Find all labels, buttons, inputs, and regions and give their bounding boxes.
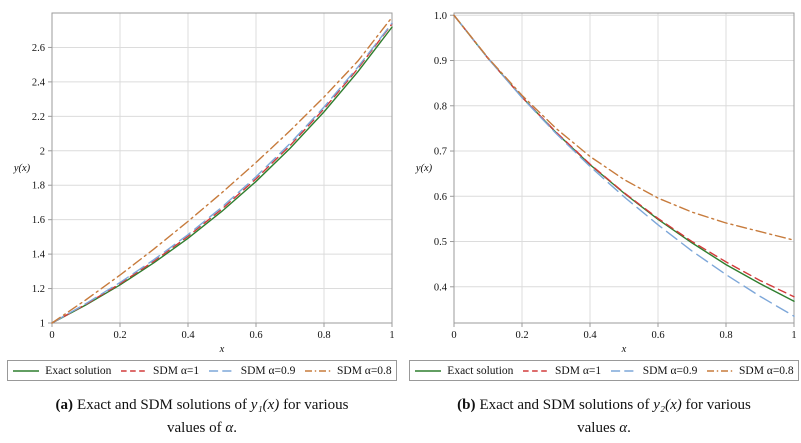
y-tick-label: 0.5	[434, 237, 447, 248]
legend-item: SDM α=0.9	[208, 364, 296, 377]
legend-item: SDM α=0.9	[610, 364, 698, 377]
x-tick-label: 1	[389, 330, 394, 341]
y-tick-label: 1.6	[32, 215, 45, 226]
subfigure-b: 0 0.2 0.4 0.6 0.8 1 0.4 0.5 0.6 0.7 0.8 0.9 1.0 x y(x)…	[408, 6, 800, 439]
legend-line-sample	[415, 369, 442, 372]
caption-b-text: Exact and SDM solutions of	[479, 397, 654, 413]
y-tick-label: 2.6	[32, 43, 45, 54]
series-line	[453, 14, 795, 241]
y-tick-label: 2.4	[32, 77, 46, 88]
caption-b-text4: .	[627, 419, 631, 436]
x-axis-label: x	[621, 344, 627, 355]
caption-a-line2: values of α.	[56, 417, 349, 440]
caption-a-variable: y₁(x)	[250, 397, 280, 413]
legend-a: Exact solution SDM α=1 SDM α=0.9 SDM α=0.8	[7, 360, 397, 381]
y-tick-label: 1.2	[32, 284, 45, 295]
caption-a-text2: for various	[279, 397, 349, 413]
x-tick-label: 0.6	[249, 330, 262, 341]
legend-item: SDM α=1	[522, 365, 601, 377]
legend-b: Exact solution SDM α=1 SDM α=0.9 SDM α=0.8	[409, 360, 799, 381]
x-tick-label: 0.6	[651, 330, 664, 341]
x-tick-label: 0.4	[583, 330, 597, 341]
legend-item: SDM α=0.8	[706, 365, 794, 377]
plot-border	[453, 12, 795, 324]
legend-label: SDM α=0.8	[739, 364, 794, 377]
caption-b-variable: y₂(x)	[653, 397, 682, 413]
chart-canvas: 0 0.2 0.4 0.6 0.8 1 0.4 0.5 0.6 0.7 0.8 0.9 1.0 x y(x)	[415, 11, 797, 355]
series-line	[453, 14, 795, 298]
plot-border	[51, 12, 393, 324]
legend-line-sample	[121, 369, 148, 372]
caption-a: (a) Exact and SDM solutions of y₁(x) for …	[56, 394, 349, 439]
y-tick-label: 1.0	[434, 11, 447, 22]
x-tick-label: 0.4	[181, 330, 195, 341]
y-tick-label: 0.4	[434, 282, 448, 293]
caption-a-text: Exact and SDM solutions of	[77, 397, 251, 413]
series-line	[51, 23, 393, 324]
y-tick-label: 0.6	[434, 192, 447, 203]
caption-b: (b) Exact and SDM solutions of y₂(x) for …	[457, 394, 751, 439]
caption-b-line1: (b) Exact and SDM solutions of y₂(x) for …	[457, 394, 751, 417]
series-line	[51, 26, 393, 324]
legend-label: SDM α=0.9	[642, 364, 698, 377]
y-tick-label: 2	[40, 146, 45, 157]
chart-y1: 0 0.2 0.4 0.6 0.8 1 1 1.2 1.4 1.6 1.8 2 2.2 2.4 2.6 x y(…	[6, 6, 398, 356]
caption-b-alpha: α	[619, 419, 628, 436]
legend-item: SDM α=0.8	[304, 365, 392, 377]
x-axis-label: x	[219, 344, 225, 355]
legend-line-sample	[13, 369, 40, 372]
caption-a-label: (a)	[55, 397, 74, 413]
legend-label: Exact solution	[45, 364, 112, 377]
caption-b-text3: values	[577, 419, 620, 436]
caption-a-text4: .	[233, 419, 237, 436]
subfigure-a: 0 0.2 0.4 0.6 0.8 1 1 1.2 1.4 1.6 1.8 2 2.2 2.4 2.6 x y(…	[6, 6, 398, 439]
y-tick-label: 1.8	[32, 181, 45, 192]
legend-item: Exact solution	[414, 365, 513, 377]
legend-line-sample	[305, 369, 331, 372]
legend-label: Exact solution	[447, 364, 514, 377]
legend-label: SDM α=1	[153, 364, 200, 377]
legend-line-sample	[523, 369, 550, 372]
chart-y2: 0 0.2 0.4 0.6 0.8 1 0.4 0.5 0.6 0.7 0.8 0.9 1.0 x y(x)	[408, 6, 800, 356]
chart-canvas: 0 0.2 0.4 0.6 0.8 1 1 1.2 1.4 1.6 1.8 2 2.2 2.4 2.6 x y(…	[13, 12, 395, 355]
caption-a-alpha: α	[225, 419, 234, 436]
legend-label: SDM α=0.8	[337, 364, 392, 377]
x-tick-label: 0	[451, 330, 456, 341]
series-line	[453, 14, 795, 317]
y-tick-label: 1	[40, 319, 45, 330]
y-tick-label: 0.8	[434, 101, 447, 112]
y-tick-label: 2.2	[32, 112, 45, 123]
legend-item: SDM α=1	[120, 365, 199, 377]
x-tick-label: 1	[791, 330, 796, 341]
caption-b-label: (b)	[457, 397, 476, 413]
series-line	[51, 16, 393, 324]
x-tick-label: 0.8	[719, 330, 732, 341]
y-tick-label: 0.9	[434, 56, 447, 67]
legend-label: SDM α=0.9	[240, 364, 296, 377]
caption-b-text2: for various	[681, 397, 751, 413]
y-axis-label: y(x)	[415, 163, 433, 174]
x-tick-label: 0	[49, 330, 54, 341]
caption-a-text3: values of	[167, 419, 226, 436]
y-axis-label: y(x)	[13, 163, 31, 174]
caption-a-line1: (a) Exact and SDM solutions of y₁(x) for …	[56, 394, 349, 417]
y-tick-label: 0.7	[434, 147, 447, 158]
x-tick-label: 0.8	[317, 330, 330, 341]
x-tick-label: 0.2	[515, 330, 528, 341]
y-tick-label: 1.4	[32, 250, 46, 261]
legend-label: SDM α=1	[555, 364, 602, 377]
series-line	[453, 14, 795, 302]
legend-line-sample	[707, 369, 733, 372]
legend-line-sample	[208, 369, 235, 372]
x-tick-label: 0.2	[113, 330, 126, 341]
series-line	[51, 22, 393, 324]
legend-line-sample	[610, 369, 637, 372]
legend-item: Exact solution	[12, 365, 111, 377]
caption-b-line2: values α.	[457, 417, 751, 440]
